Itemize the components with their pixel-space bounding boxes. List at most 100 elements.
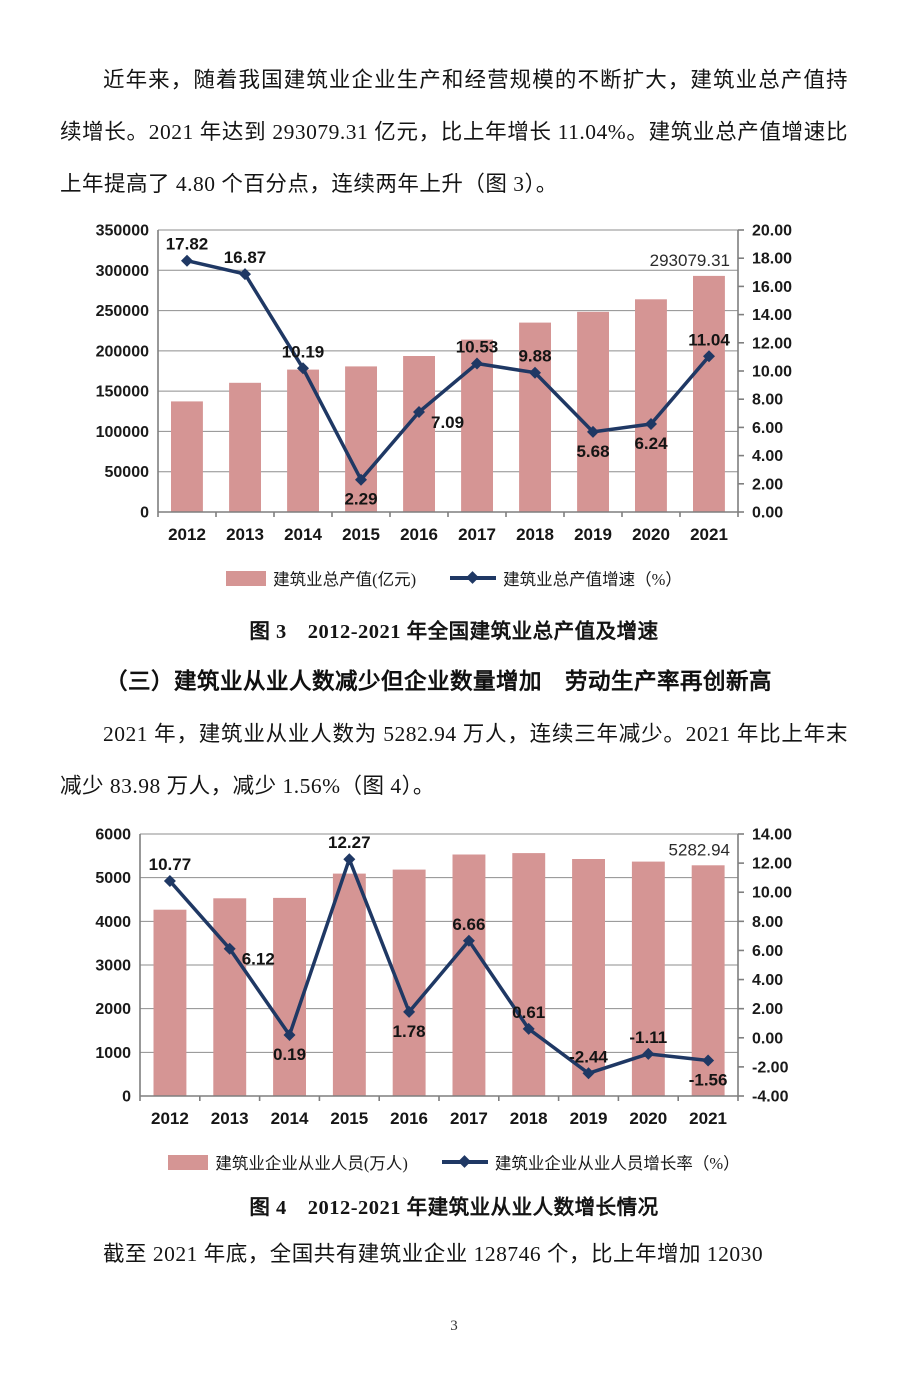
svg-text:2019: 2019 <box>574 525 612 544</box>
svg-text:7.09: 7.09 <box>431 413 464 432</box>
svg-text:2015: 2015 <box>330 1109 368 1128</box>
figure4: 0 1000 2000 3000 4000 5000 6000 -4.00 -2.00 0.00 2… <box>60 822 848 1174</box>
svg-text:-1.56: -1.56 <box>689 1071 728 1090</box>
figure4-legend: 建筑业企业从业人员(万人) 建筑业企业从业人员增长率（%） <box>60 1150 848 1174</box>
svg-text:2.00: 2.00 <box>752 1001 783 1018</box>
svg-text:2018: 2018 <box>516 525 554 544</box>
paragraph-enterprises: 截至 2021 年底，全国共有建筑业企业 128746 个，比上年增加 1203… <box>103 1242 764 1266</box>
svg-text:2017: 2017 <box>458 525 496 544</box>
svg-text:2019: 2019 <box>570 1109 608 1128</box>
svg-text:3000: 3000 <box>95 958 131 975</box>
figure3-chart: 0 50000 100000 150000 200000 250000 300000 3500… <box>96 223 793 545</box>
svg-text:-2.44: -2.44 <box>569 1047 608 1066</box>
section-heading: （三）建筑业从业人数减少但企业数量增加 劳动生产率再创新高 <box>105 669 773 694</box>
svg-text:2016: 2016 <box>390 1109 428 1128</box>
svg-text:250000: 250000 <box>96 303 149 320</box>
svg-text:14.00: 14.00 <box>752 307 792 324</box>
svg-text:6.00: 6.00 <box>752 943 783 960</box>
figure3-caption: 图 3 2012-2021 年全国建筑业总产值及增速 <box>249 621 659 643</box>
svg-text:200000: 200000 <box>96 343 149 360</box>
svg-text:10.53: 10.53 <box>456 338 499 357</box>
svg-text:4.00: 4.00 <box>752 448 783 465</box>
figure3: 0 50000 100000 150000 200000 250000 300000 3500… <box>60 220 848 590</box>
legend-line-item: 建筑业企业从业人员增长率（%） <box>441 1150 740 1174</box>
svg-text:2016: 2016 <box>400 525 438 544</box>
line-swatch-icon <box>441 1155 488 1168</box>
svg-text:10.00: 10.00 <box>752 364 792 381</box>
svg-text:4.00: 4.00 <box>752 972 783 989</box>
svg-text:4000: 4000 <box>95 914 131 931</box>
svg-text:6.00: 6.00 <box>752 420 783 437</box>
svg-text:-4.00: -4.00 <box>752 1089 789 1106</box>
svg-text:2000: 2000 <box>95 1001 131 1018</box>
svg-text:2012: 2012 <box>168 525 206 544</box>
figure4-caption: 图 4 2012-2021 年建筑业从业人数增长情况 <box>249 1197 659 1219</box>
svg-text:2018: 2018 <box>510 1109 548 1128</box>
svg-text:0: 0 <box>140 505 149 522</box>
svg-text:6.12: 6.12 <box>242 950 275 969</box>
svg-text:2014: 2014 <box>284 525 322 544</box>
svg-text:350000: 350000 <box>96 223 149 240</box>
svg-text:150000: 150000 <box>96 384 149 401</box>
svg-text:2015: 2015 <box>342 525 380 544</box>
svg-text:0.00: 0.00 <box>752 1030 783 1047</box>
svg-text:12.00: 12.00 <box>752 335 792 352</box>
svg-text:2020: 2020 <box>632 525 670 544</box>
svg-text:2021: 2021 <box>689 1109 727 1128</box>
svg-text:2021: 2021 <box>690 525 728 544</box>
paragraph-intro: 近年来，随着我国建筑业企业生产和经营规模的不断扩大，建筑业总产值持续增长。202… <box>60 68 848 196</box>
legend-bar-item: 建筑业总产值(亿元) <box>226 566 416 590</box>
svg-text:16.00: 16.00 <box>752 279 792 296</box>
svg-text:8.00: 8.00 <box>752 914 783 931</box>
svg-text:0.19: 0.19 <box>273 1045 306 1064</box>
svg-text:2014: 2014 <box>271 1109 309 1128</box>
line-swatch-icon <box>450 571 497 584</box>
svg-text:0.61: 0.61 <box>512 1003 545 1022</box>
bar-swatch-icon <box>168 1154 209 1170</box>
legend-line-label: 建筑业企业从业人员增长率（%） <box>494 1154 740 1173</box>
svg-text:1.78: 1.78 <box>393 1022 426 1041</box>
svg-text:2013: 2013 <box>226 525 264 544</box>
svg-text:10.77: 10.77 <box>149 855 192 874</box>
svg-text:100000: 100000 <box>96 424 149 441</box>
svg-text:20.00: 20.00 <box>752 223 792 240</box>
svg-text:5.68: 5.68 <box>576 442 609 461</box>
svg-text:12.27: 12.27 <box>328 833 371 852</box>
svg-text:-2.00: -2.00 <box>752 1059 789 1076</box>
legend-line-label: 建筑业总产值增速（%） <box>503 570 682 589</box>
svg-text:5000: 5000 <box>95 870 131 887</box>
svg-text:10.19: 10.19 <box>282 342 325 361</box>
svg-text:293079.31: 293079.31 <box>650 251 730 270</box>
svg-text:6000: 6000 <box>95 827 131 844</box>
svg-text:16.87: 16.87 <box>224 248 267 267</box>
paragraph-employment: 2021 年，建筑业从业人数为 5282.94 万人，连续三年减少。2021 年… <box>60 722 848 798</box>
svg-text:14.00: 14.00 <box>752 827 792 844</box>
legend-bar-label: 建筑业企业从业人员(万人) <box>215 1154 408 1173</box>
svg-text:0: 0 <box>122 1089 131 1106</box>
svg-text:11.04: 11.04 <box>688 330 730 349</box>
svg-text:2012: 2012 <box>151 1109 189 1128</box>
svg-text:18.00: 18.00 <box>752 251 792 268</box>
svg-text:5282.94: 5282.94 <box>669 840 730 859</box>
svg-text:0.00: 0.00 <box>752 505 783 522</box>
svg-text:9.88: 9.88 <box>518 347 551 366</box>
svg-text:6.66: 6.66 <box>452 915 485 934</box>
svg-text:300000: 300000 <box>96 263 149 280</box>
svg-text:2.00: 2.00 <box>752 476 783 493</box>
figure3-legend: 建筑业总产值(亿元) 建筑业总产值增速（%） <box>60 566 848 590</box>
svg-text:12.00: 12.00 <box>752 856 792 873</box>
legend-bar-label: 建筑业总产值(亿元) <box>273 570 417 589</box>
page-number: 3 <box>450 1318 458 1334</box>
svg-text:2.29: 2.29 <box>344 490 377 509</box>
svg-text:1000: 1000 <box>95 1045 131 1062</box>
legend-line-item: 建筑业总产值增速（%） <box>450 566 682 590</box>
svg-text:10.00: 10.00 <box>752 885 792 902</box>
bar-swatch-icon <box>226 570 267 586</box>
svg-text:2020: 2020 <box>629 1109 667 1128</box>
svg-text:6.24: 6.24 <box>634 434 668 453</box>
svg-text:50000: 50000 <box>105 464 150 481</box>
svg-text:2017: 2017 <box>450 1109 488 1128</box>
legend-bar-item: 建筑业企业从业人员(万人) <box>168 1150 408 1174</box>
svg-text:-1.11: -1.11 <box>629 1028 667 1047</box>
